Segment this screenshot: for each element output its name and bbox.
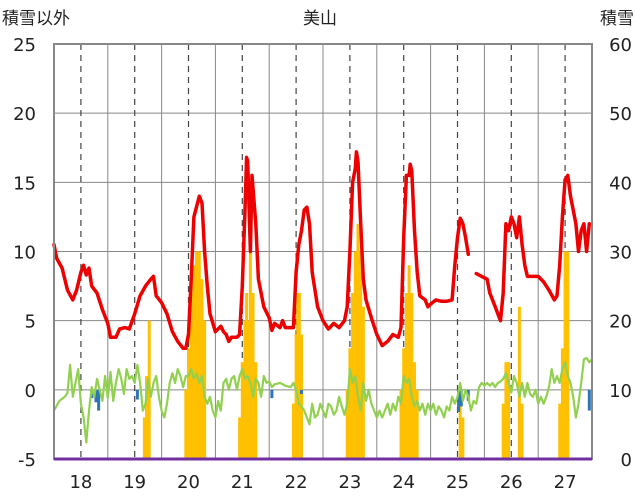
- snow-bar: [195, 251, 199, 459]
- negative-bar: [94, 389, 98, 403]
- snow-bar: [458, 403, 462, 459]
- snow-bar: [145, 376, 149, 459]
- snow-bar: [359, 251, 363, 459]
- snow-bar: [297, 293, 301, 459]
- snow-bar: [351, 293, 355, 459]
- y-left-tick-label: 15: [13, 173, 36, 194]
- snow-bar: [404, 293, 408, 459]
- y-left-tick-label: 10: [13, 243, 36, 264]
- negative-bar: [135, 389, 139, 400]
- x-tick-label: 20: [177, 472, 200, 493]
- snow-bar: [558, 403, 562, 459]
- snow-bar: [504, 362, 508, 459]
- x-tick-label: 23: [338, 472, 361, 493]
- snow-bar: [353, 251, 357, 459]
- x-tick-label: 24: [392, 472, 415, 493]
- x-tick-label: 25: [446, 472, 469, 493]
- red-series-line: [474, 173, 592, 323]
- green-series-line: [52, 356, 594, 444]
- x-tick-label: 22: [285, 472, 308, 493]
- left-axis-title: 積雪以外: [2, 9, 70, 29]
- snow-bar: [294, 334, 298, 459]
- snow-bar: [197, 251, 201, 459]
- snow-bar: [296, 293, 300, 459]
- right-axis-title: 積雪: [600, 9, 634, 29]
- snow-bar: [251, 293, 255, 459]
- snow-bar: [348, 348, 352, 459]
- snow-bar: [560, 348, 564, 459]
- lines-layer: [52, 150, 594, 444]
- snow-bar: [402, 348, 406, 459]
- y-left-tick-label: 0: [25, 381, 36, 402]
- snow-bar: [507, 362, 511, 459]
- grid: [54, 43, 592, 460]
- snow-bar: [345, 389, 349, 459]
- y-right-tick-label: 20: [609, 312, 632, 333]
- snow-bar: [399, 389, 403, 459]
- y-left-tick-label: 25: [13, 35, 36, 56]
- negative-bar: [587, 389, 591, 411]
- bars-layer: [90, 223, 591, 459]
- snow-bar: [192, 265, 196, 459]
- snow-bar: [200, 279, 204, 459]
- snow-bar: [291, 403, 295, 459]
- chart-title: 美山: [303, 9, 337, 29]
- x-tick-label: 19: [123, 472, 146, 493]
- negative-bar: [299, 389, 303, 394]
- snow-bar: [410, 293, 414, 459]
- x-tick-label: 26: [500, 472, 523, 493]
- snow-bar: [254, 362, 258, 459]
- snow-bar: [461, 417, 465, 459]
- snow-bar: [407, 265, 411, 459]
- y-right-tick-label: 40: [609, 173, 632, 194]
- snow-bar: [517, 306, 521, 459]
- snow-bar: [501, 403, 505, 459]
- snow-bar: [240, 362, 244, 459]
- snow-bar: [184, 389, 188, 459]
- snow-bar: [520, 403, 524, 459]
- y-left-tick-label: -5: [18, 450, 36, 471]
- negative-bar: [270, 389, 274, 399]
- y-right-tick-label: 30: [609, 243, 632, 264]
- x-tick-label: 27: [554, 472, 577, 493]
- x-tick-label: 18: [69, 472, 92, 493]
- y-right-tick-label: 10: [609, 381, 632, 402]
- negative-bar: [459, 389, 463, 407]
- snow-bar: [299, 334, 303, 459]
- snow-bar: [187, 348, 190, 459]
- snow-bar: [142, 417, 146, 459]
- negative-bar: [97, 389, 101, 411]
- snow-bar: [243, 320, 247, 459]
- y-left-tick-label: 20: [13, 104, 36, 125]
- snow-bar: [356, 223, 360, 459]
- negative-bar: [457, 389, 461, 412]
- snow-bar: [248, 251, 252, 459]
- x-tick-label: 21: [231, 472, 254, 493]
- snow-bar: [238, 417, 242, 459]
- y-right-tick-label: 50: [609, 104, 632, 125]
- y-left-tick-label: 5: [25, 312, 36, 333]
- snow-bar: [247, 320, 251, 459]
- snow-bar: [566, 251, 570, 459]
- snow-bar: [415, 389, 419, 459]
- red-series-line: [52, 150, 471, 351]
- snow-bar: [412, 362, 416, 459]
- snow-bar: [189, 293, 193, 459]
- y-right-tick-label: 0: [621, 450, 632, 471]
- snow-bar: [563, 251, 567, 459]
- y-right-tick-label: 60: [609, 35, 632, 56]
